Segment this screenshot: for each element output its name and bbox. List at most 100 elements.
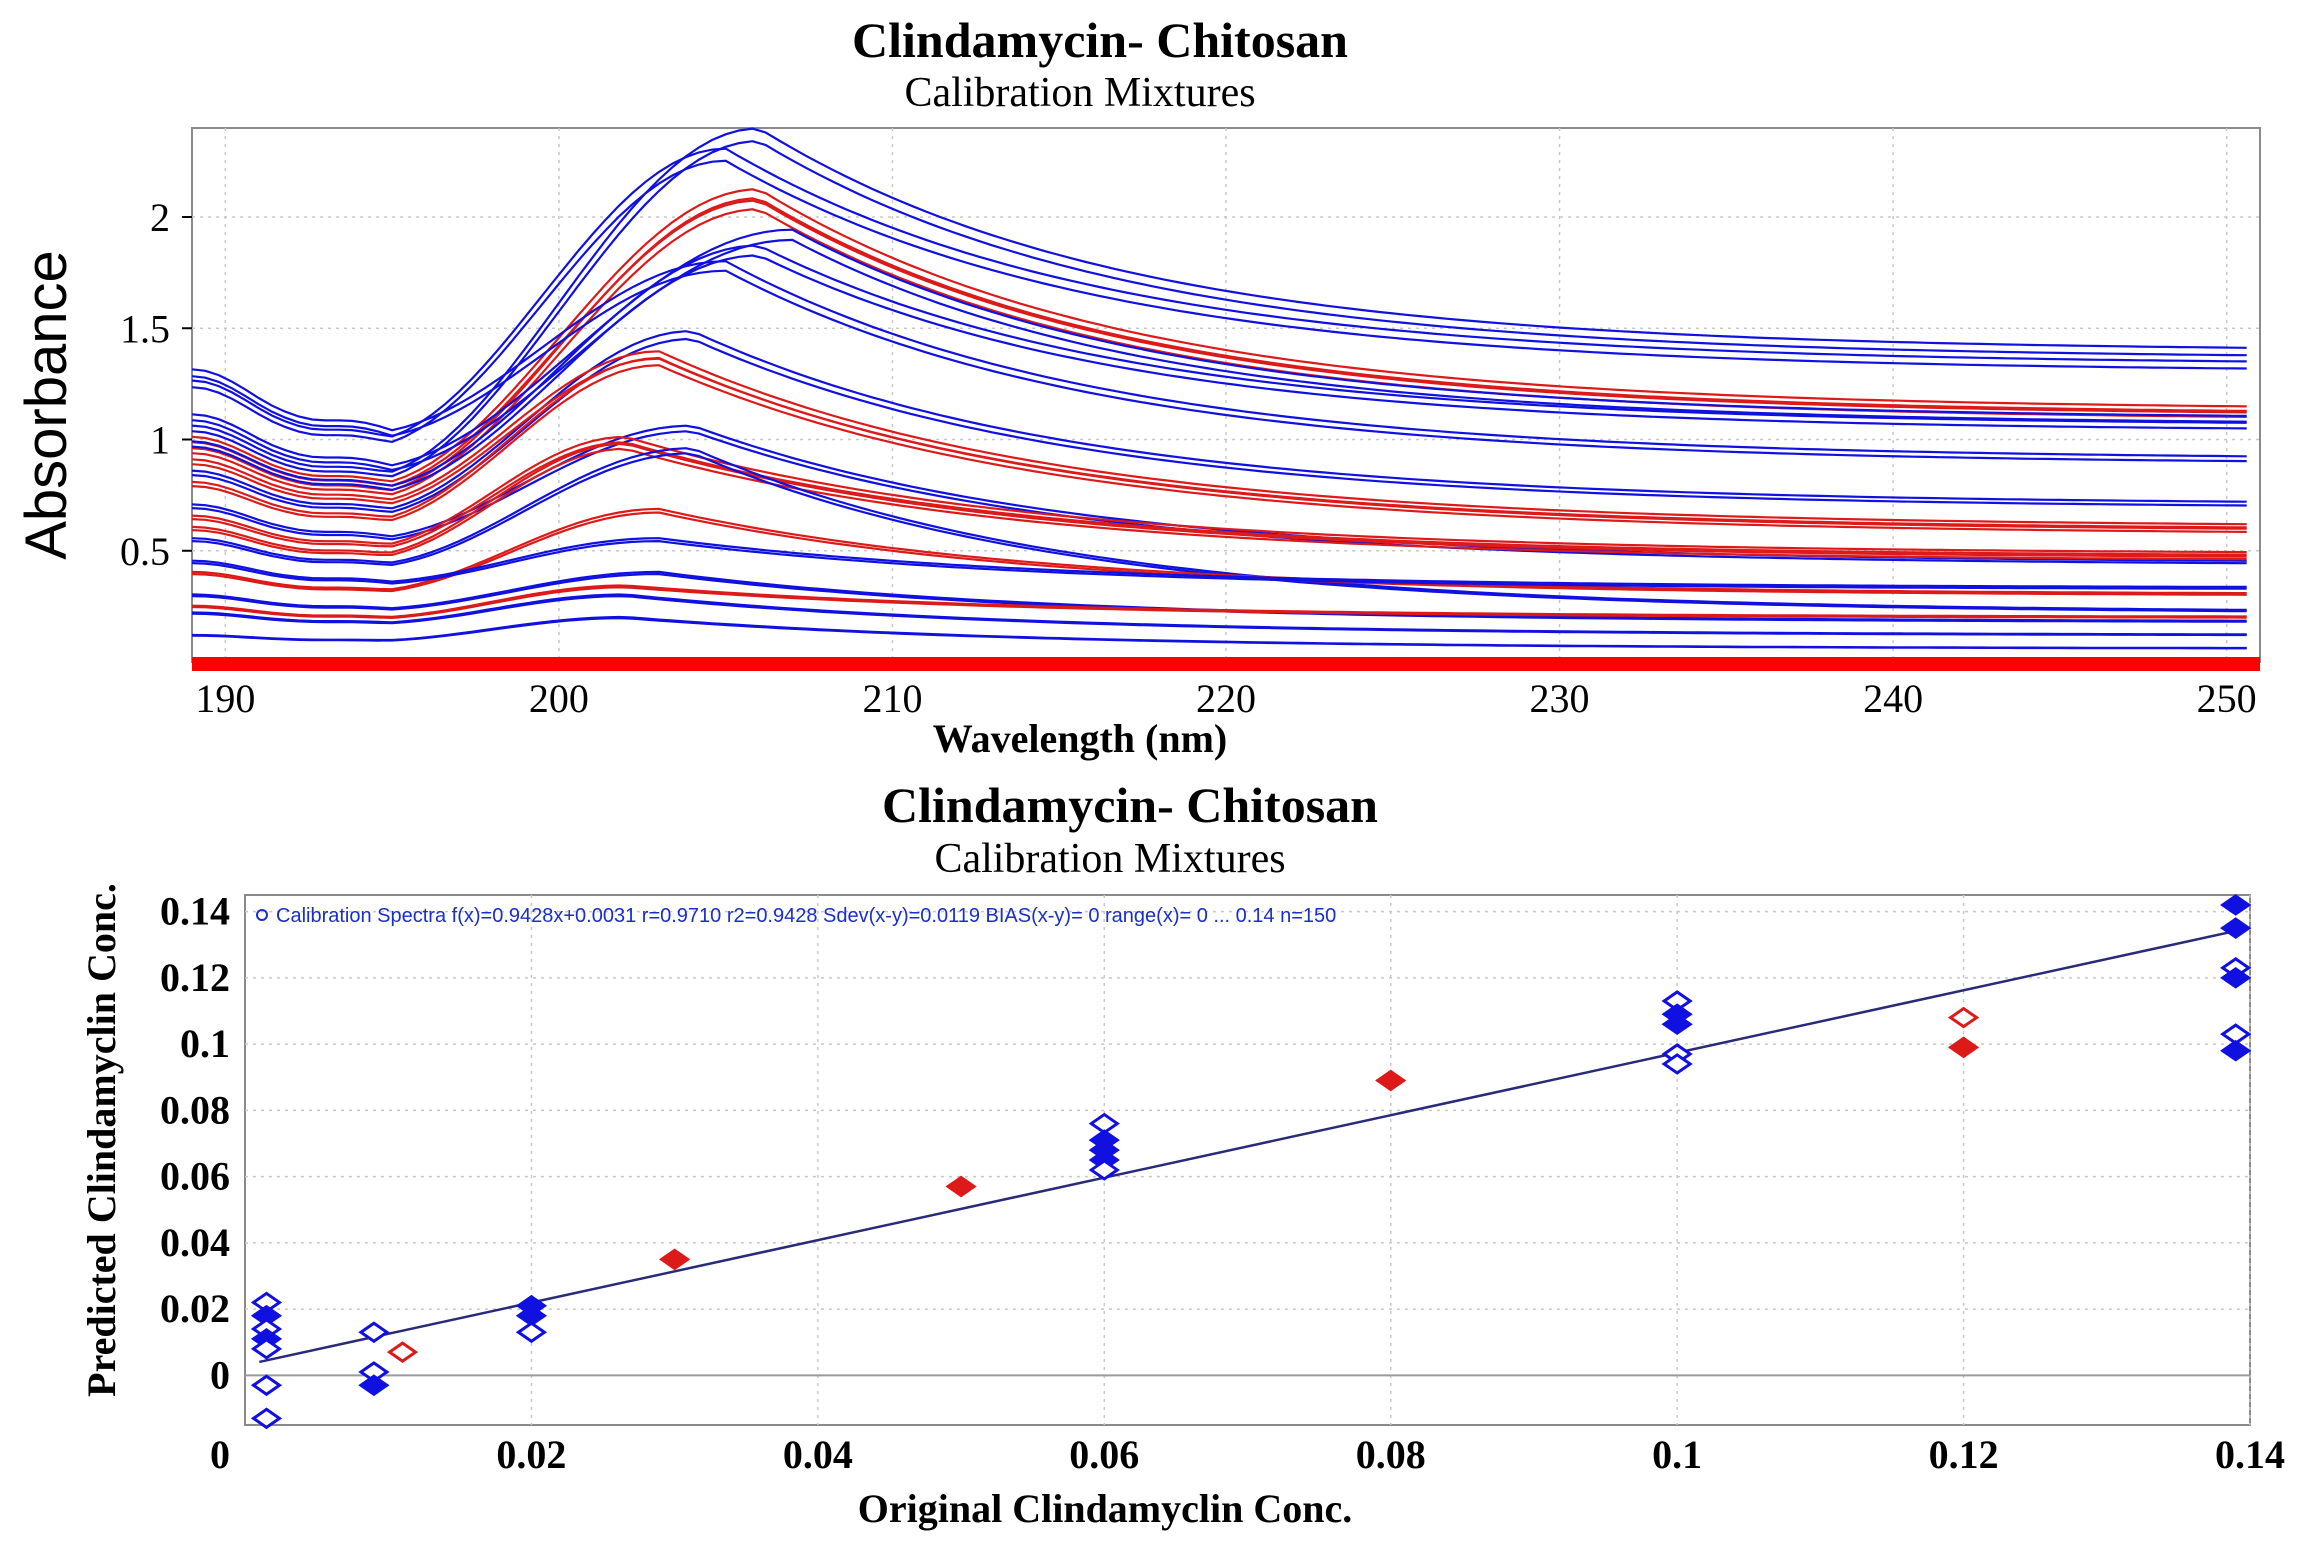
spectrum-line-s13: [191, 447, 2247, 561]
bottom-y-tick-label: 0.08: [160, 1087, 230, 1132]
top-x-tick-label: 250: [2197, 676, 2257, 721]
bottom-x-tick-label: 0.02: [496, 1432, 566, 1477]
top-x-tick-label: 220: [1196, 676, 1256, 721]
scatter-point: [515, 1321, 548, 1344]
spectrum-line-s2: [191, 159, 2247, 444]
absorbance-spectra-chart: Clindamycin- Chitosan Calibration Mixtur…: [14, 12, 2261, 761]
spectrum-line-s4: [191, 197, 2247, 492]
spectrum-line-s6: [191, 244, 2247, 487]
bottom-y-tick-label: 0.14: [160, 889, 230, 934]
bottom-x-ticks: 0 0.02 0.04 0.06 0.08 0.1 0.12 0.14: [210, 1432, 2285, 1477]
scatter-point: [358, 1374, 390, 1397]
legend-marker: [256, 909, 268, 921]
spectrum-line-s16: [191, 537, 2247, 588]
scatter-point: [945, 1175, 977, 1198]
scatter-point: [2220, 894, 2252, 916]
spectrum-line-s6: [191, 254, 2247, 492]
spectrum-line-s10: [191, 356, 2247, 530]
top-x-tick-label: 230: [1530, 676, 1590, 721]
spectrum-line-s15: [191, 507, 2247, 595]
spectrum-line-s20: [191, 616, 2247, 650]
legend-text: Calibration Spectra f(x)=0.9428x+0.0031 …: [276, 905, 1336, 927]
top-y-tick-label: 1: [150, 418, 170, 463]
spectrum-line-s14: [191, 447, 2247, 611]
scatter-point: [2220, 966, 2252, 989]
spectrum-line-s10: [191, 364, 2247, 533]
bottom-y-tick-label: 0.06: [160, 1154, 230, 1199]
top-y-tick-label: 2: [150, 195, 170, 240]
spectrum-line-s12: [191, 441, 2247, 556]
scatter-point: [1375, 1069, 1407, 1092]
top-x-tick-label: 200: [529, 676, 589, 721]
scatter-point: [250, 1374, 283, 1397]
bottom-y-tick-label: 0: [210, 1352, 230, 1397]
spectrum-line-s1: [191, 127, 2247, 473]
scatter-point: [2220, 1023, 2252, 1045]
top-y-tick-label: 1.5: [120, 306, 170, 351]
spectrum-line-s7: [191, 269, 2247, 463]
spectrum-line-s7: [191, 260, 2247, 458]
top-y-axis-title: Absorbance: [14, 250, 79, 560]
spectrum-line-s8: [191, 337, 2247, 514]
scatter-points-group: [250, 894, 2252, 1430]
spectrum-line-s16: [191, 539, 2247, 590]
top-y-tick-label: 0.5: [120, 529, 170, 574]
spectrum-line-s3: [191, 188, 2247, 483]
bottom-x-tick-label: 0.06: [1069, 1432, 1139, 1477]
scatter-point: [515, 1304, 548, 1327]
top-chart-title: Clindamycin- Chitosan: [852, 12, 1348, 68]
bottom-x-tick-label: 0.12: [1929, 1432, 1999, 1477]
bottom-y-tick-label: 0.02: [160, 1286, 230, 1331]
calibration-scatter-chart: Clindamycin- Chitosan Calibration Mixtur…: [79, 777, 2285, 1531]
top-x-axis-title: Wavelength (nm): [933, 716, 1227, 761]
bottom-x-tick-label: 0.1: [1652, 1432, 1702, 1477]
bottom-x-tick-label: 0.08: [1356, 1432, 1426, 1477]
scatter-point: [2220, 917, 2252, 939]
spectrum-line-s9: [191, 350, 2247, 526]
spectrum-line-s19: [191, 594, 2247, 637]
bottom-chart-subtitle: Calibration Mixtures: [934, 836, 1285, 882]
spectrum-line-s13: [191, 442, 2247, 558]
scatter-point: [1088, 1159, 1120, 1181]
spectrum-line-s3: [191, 199, 2247, 487]
scatter-point: [659, 1248, 691, 1271]
top-y-ticks: 0.5 1 1.5 2: [120, 195, 192, 574]
top-series-group: [191, 127, 2247, 650]
scatter-point: [1661, 1013, 1693, 1036]
top-baseline-band: [192, 657, 2260, 671]
scatter-point: [1947, 1006, 1980, 1029]
spectrum-line-s12: [191, 435, 2247, 554]
scatter-point: [1661, 1053, 1693, 1075]
top-x-tick-label: 210: [862, 676, 922, 721]
scatter-point: [250, 1407, 283, 1430]
scatter-point: [2220, 1039, 2252, 1062]
bottom-grid: [245, 895, 2251, 1425]
scatter-point: [1088, 1112, 1120, 1135]
bottom-chart-title: Clindamycin- Chitosan: [882, 777, 1378, 833]
top-x-ticks: 190 200 210 220 230 240 250: [195, 676, 2256, 721]
top-x-tick-label: 240: [1863, 676, 1923, 721]
spectrum-line-s18: [191, 586, 2247, 620]
scatter-point: [1947, 1036, 1980, 1059]
bottom-y-axis-title: Predicted Clindamyclin Conc.: [79, 883, 124, 1397]
regression-line: [259, 926, 2251, 1364]
bottom-plot-frame: [244, 894, 2251, 1426]
bottom-x-tick-label: 0: [210, 1432, 230, 1477]
bottom-y-ticks: 0 0.02 0.04 0.06 0.08 0.1 0.12 0.14: [160, 889, 230, 1398]
top-chart-subtitle: Calibration Mixtures: [904, 70, 1255, 116]
bottom-y-tick-label: 0.04: [160, 1220, 230, 1265]
bottom-x-tick-label: 0.14: [2215, 1432, 2285, 1477]
scatter-point: [386, 1341, 419, 1363]
bottom-y-tick-label: 0.12: [160, 955, 230, 1000]
spectrum-line-s18: [191, 584, 2247, 618]
scatter-point: [358, 1321, 390, 1344]
scatter-point: [250, 1337, 283, 1360]
bottom-y-tick-label: 0.1: [180, 1021, 230, 1066]
spectrum-line-s1: [191, 140, 2247, 478]
spectrum-line-s2: [191, 147, 2247, 438]
bottom-x-tick-label: 0.04: [783, 1432, 853, 1477]
spectrum-line-s5: [191, 228, 2247, 467]
bottom-x-axis-title: Original Clindamyclin Conc.: [858, 1486, 1353, 1531]
top-x-tick-label: 190: [195, 676, 255, 721]
